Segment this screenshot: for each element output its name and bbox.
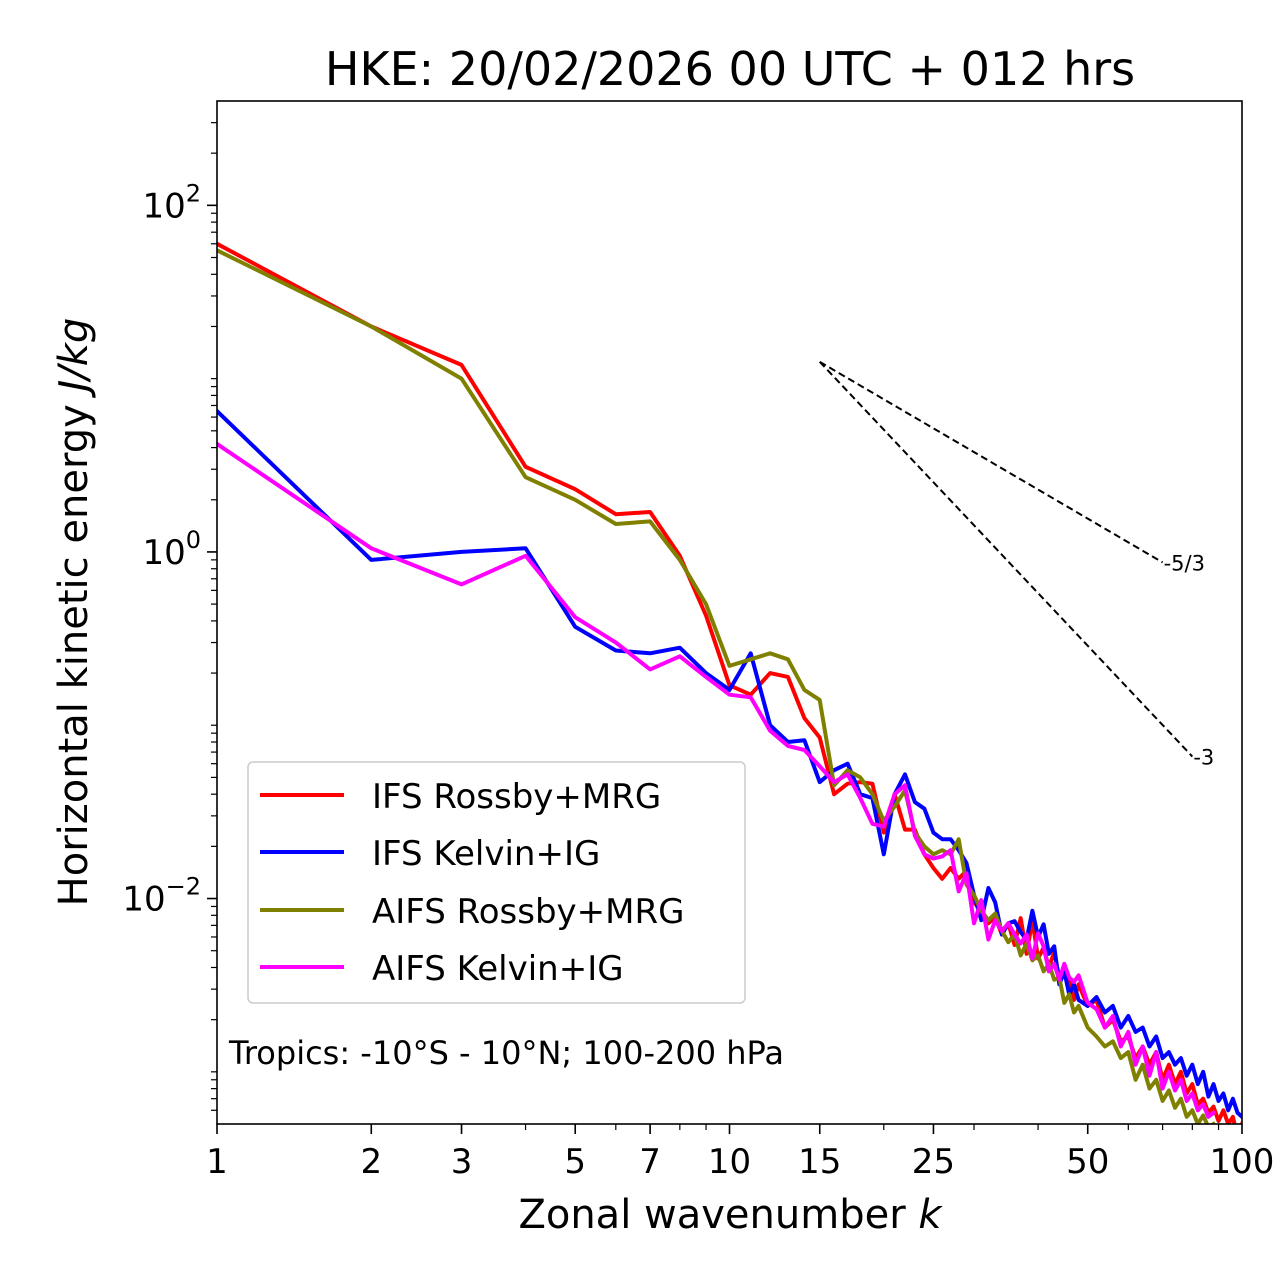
x-tick-label: 25 [912,1142,955,1182]
legend-label-ifs-kelvin: IFS Kelvin+IG [372,834,600,874]
region-annotation: Tropics: -10°S - 10°N; 100-200 hPa [228,1034,784,1072]
plot-frame [216,100,1243,1125]
reference-slopes: -5/3 -3 [819,360,1214,770]
reference-slope-line [819,361,1194,758]
x-tick-label: 3 [451,1142,473,1182]
series-line-2 [217,248,1216,1124]
reference-slope-label: -5/3 [1164,551,1205,575]
major-ticks [216,1124,1243,1134]
chart-title: HKE: 20/02/2026 00 UTC + 012 hrs [325,42,1135,96]
x-axis-label: Zonal wavenumber k [518,1192,943,1238]
x-tick-label: 5 [564,1142,586,1182]
reference-slope-label: -3 [1193,746,1214,770]
x-tick-label: 10 [708,1142,751,1182]
y-tick-label: 10−2 [122,873,201,920]
series-layer [217,241,1242,1124]
x-tick-labels: 1 2 3 5 7 10 15 25 50 100 [206,1142,1274,1182]
x-tick-label: 50 [1066,1142,1109,1182]
x-tick-label: 1 [206,1142,228,1182]
x-tick-label: 100 [1210,1142,1275,1182]
x-tick-label: 15 [798,1142,841,1182]
y-tick-label: 100 [142,526,201,573]
y-axis-label: Horizontal kinetic energy J/kg [51,318,97,907]
legend: IFS Rossby+MRG IFS Kelvin+IG AIFS Rossby… [247,761,746,1004]
legend-label-ifs-rossby: IFS Rossby+MRG [372,777,661,817]
x-tick-label: 2 [360,1142,382,1182]
x-tick-label: 7 [639,1142,661,1182]
y-tick-labels: 102 100 10−2 [122,179,201,919]
legend-label-aifs-rossby: AIFS Rossby+MRG [372,892,684,932]
y-tick-label: 102 [142,179,201,226]
legend-label-aifs-kelvin: AIFS Kelvin+IG [372,949,624,989]
series-line-3 [217,441,1217,1119]
legend-box [247,761,746,1004]
reference-slope-line [819,360,1164,564]
